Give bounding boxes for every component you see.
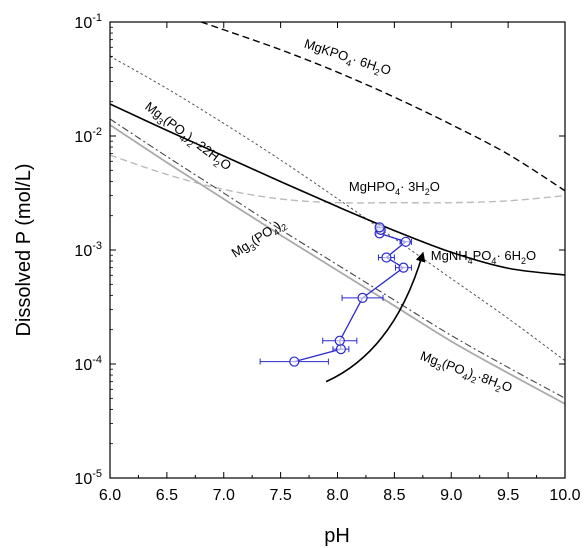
x-tick-label: 9.5	[497, 487, 519, 504]
data-point-4	[395, 262, 412, 273]
data-marker	[374, 222, 385, 233]
x-tick-label: 10.0	[549, 487, 580, 504]
data-marker	[334, 335, 345, 346]
curves-layer	[110, 22, 565, 405]
curve-label-mg3-po4-2-8h2o: Mg3(PO4)2·8H2O	[417, 348, 514, 398]
x-tick-label: 7.0	[213, 487, 235, 504]
curve-mg3-po4-2	[110, 124, 565, 405]
data-point-9	[374, 222, 385, 233]
data-point-0	[259, 356, 329, 367]
data-marker	[400, 236, 411, 247]
x-tick-label: 6.0	[99, 487, 121, 504]
curve-label-mgnh4po4-6h2o: MgNH4PO4· 6H2O	[431, 248, 536, 266]
curve-mg3-po4-2-8h2o	[110, 118, 565, 399]
y-tick-label: 10-2	[74, 126, 102, 146]
y-tick-label: 10-1	[74, 12, 102, 32]
measured-data-connector	[294, 227, 408, 363]
y-axis-title: Dissolved P (mol/L)	[13, 163, 35, 336]
curve-labels-layer: MgKPO4· 6H2O Mg3(PO4)2·22H2O MgHPO4· 3H2O M…	[141, 36, 536, 398]
data-marker	[381, 252, 392, 263]
curve-mgkpo4-6h2o	[200, 22, 565, 192]
curve-mghpo4-3h2o	[110, 154, 565, 204]
x-tick-label: 6.5	[156, 487, 178, 504]
curve-mgnh4po4-6h2o	[110, 103, 565, 276]
data-point-1	[332, 344, 350, 355]
y-tick-label: 10-3	[74, 240, 102, 260]
curve-mg3-po4-2-22h2o	[110, 55, 565, 362]
data-point-2	[322, 335, 358, 346]
x-axis-title: pH	[324, 525, 350, 547]
x-tick-label: 7.5	[270, 487, 292, 504]
curve-label-mghpo4-3h2o: MgHPO4· 3H2O	[349, 179, 440, 197]
data-marker	[289, 356, 300, 367]
data-marker	[398, 262, 409, 273]
y-tick-label: 10-4	[74, 354, 102, 374]
data-point-5	[377, 252, 395, 263]
data-point-3	[341, 292, 384, 304]
data-points-layer	[259, 222, 412, 367]
arrow-layer	[325, 251, 426, 383]
data-marker	[357, 292, 368, 304]
x-tick-label: 9.0	[440, 487, 462, 504]
x-tick-label: 8.0	[326, 487, 348, 504]
data-marker	[335, 344, 347, 355]
x-tick-label: 8.5	[383, 487, 405, 504]
curve-label-mgkpo4-6h2o: MgKPO4· 6H2O	[302, 36, 393, 81]
trend-arrow	[325, 251, 426, 383]
data-point-6	[399, 236, 412, 247]
y-tick-label: 10-5	[74, 468, 102, 488]
axes-layer: 6.0 6.5 7.0 7.5 8.0 8.5 9.0 9.5 10.0 10-5 10-4 10-3…	[74, 12, 580, 504]
curve-label-mg3-po4-2-22h2o: Mg3(PO4)2·22H2O	[141, 99, 235, 176]
